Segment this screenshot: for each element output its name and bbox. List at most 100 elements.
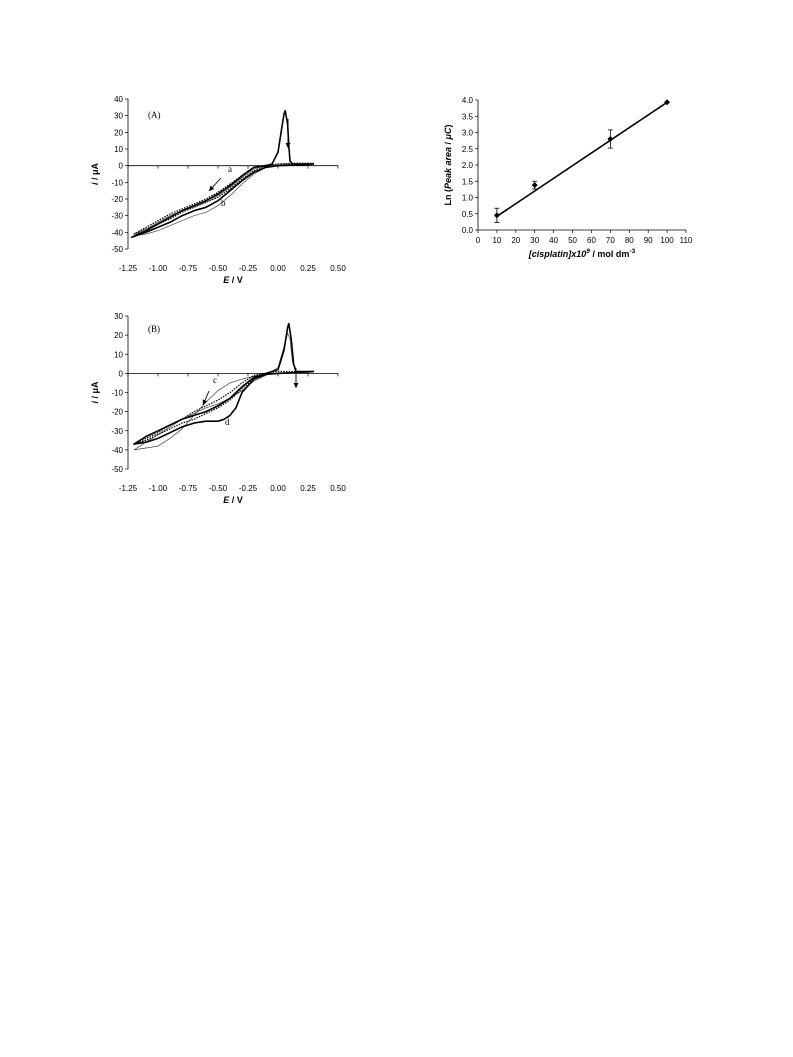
- data-point: [493, 212, 500, 219]
- x-tick-label: 0.50: [330, 484, 346, 493]
- x-axis-label-exp: 9: [586, 248, 590, 255]
- y-axis-label: i / μA: [90, 162, 100, 185]
- y-tick-label: -20: [111, 195, 123, 204]
- x-tick-label: 0.00: [270, 484, 286, 493]
- y-tick-label: 10: [114, 350, 123, 359]
- y-axis-label-pre: Ln (: [443, 189, 453, 206]
- y-axis-label: Ln (Peak area / μC): [443, 125, 453, 206]
- x-tick-label: -1.25: [119, 264, 138, 273]
- x-tick-label: 30: [530, 236, 539, 245]
- y-tick-label: -40: [111, 228, 123, 237]
- y-tick-label: -20: [111, 408, 123, 417]
- x-tick-label: -1.00: [149, 484, 168, 493]
- y-tick-label: 0: [119, 162, 124, 171]
- x-axis-label-var: E: [223, 275, 230, 285]
- y-tick-label: 20: [114, 128, 123, 137]
- x-tick-label: 50: [568, 236, 577, 245]
- x-tick-label: -0.25: [239, 484, 258, 493]
- x-tick-label: 90: [644, 236, 653, 245]
- x-tick-label: 100: [660, 236, 674, 245]
- x-tick-label: 0.25: [300, 484, 316, 493]
- x-tick-label: -0.50: [209, 484, 228, 493]
- y-tick-label: 40: [114, 95, 123, 104]
- x-axis-label-unit: / V: [229, 275, 243, 285]
- cv-plot-b: 30 20 10 0 -10 -20 -30 -40 -50 -1.25 -1.00 -0.75 -0.…: [90, 312, 346, 505]
- panel-label: (B): [148, 324, 160, 334]
- y-tick-label: 0.0: [462, 226, 474, 235]
- x-axis-label: [cisplatin]x109 / mol dm-3: [528, 248, 636, 259]
- x-tick-label: 0.25: [300, 264, 316, 273]
- y-tick-label: 30: [114, 112, 123, 121]
- x-tick-label: -1.25: [119, 484, 138, 493]
- cv-curve-series-2: [133, 370, 315, 445]
- y-tick-label: 30: [114, 312, 123, 321]
- x-axis-label: E / V: [223, 275, 243, 285]
- y-axis-label-unit: / μA: [90, 381, 100, 401]
- y-tick-label: 0.5: [462, 210, 474, 219]
- x-axis-label-unit: / mol dm: [590, 249, 630, 259]
- cv-curve-series-3: [130, 109, 315, 239]
- x-axis-label: E / V: [223, 495, 243, 505]
- y-tick-label: 20: [114, 331, 123, 340]
- y-tick-label: -10: [111, 178, 123, 187]
- panel-label: (A): [148, 110, 161, 120]
- calibration-plot: 4.0 3.5 3.0 2.5 2.0 1.5 1.0 0.5 0.00 10 20 30 40 50 60…: [443, 96, 693, 259]
- y-tick-label: -10: [111, 389, 123, 398]
- x-tick-label: 0: [476, 236, 481, 245]
- scan-direction-arrow-left-head: [202, 399, 208, 405]
- data-point: [607, 136, 614, 142]
- x-tick-label: 0.50: [330, 264, 346, 273]
- x-axis-label-var: [cisplatin]x10: [528, 249, 587, 259]
- x-tick-label: 10: [492, 236, 501, 245]
- x-tick-label: -0.75: [179, 484, 198, 493]
- y-tick-label: 1.5: [462, 177, 474, 186]
- curve-label-c: c: [213, 375, 217, 385]
- y-axis-label: i / μA: [90, 381, 100, 404]
- x-tick-label: 80: [625, 236, 634, 245]
- y-tick-label: -30: [111, 427, 123, 436]
- x-axis-label-unit: / V: [229, 495, 243, 505]
- y-tick-label: 10: [114, 145, 123, 154]
- scan-direction-arrow-right-head: [285, 143, 291, 148]
- cv-curve-c: [133, 332, 315, 451]
- x-tick-label: 110: [680, 236, 693, 245]
- y-axis-label-post: ): [443, 125, 453, 128]
- x-axis-label-var: E: [223, 495, 230, 505]
- scan-direction-arrow-left-head: [209, 185, 215, 191]
- y-tick-label: 4.0: [462, 96, 474, 105]
- y-tick-label: 1.0: [462, 194, 474, 203]
- curve-label-b: b: [221, 198, 226, 208]
- x-axis-label-unit-exp: -3: [629, 248, 635, 255]
- cv-curve-d: [133, 322, 315, 445]
- scan-direction-arrow-right-head: [293, 383, 299, 388]
- x-tick-label: -0.25: [239, 264, 258, 273]
- x-tick-label: 70: [606, 236, 615, 245]
- y-axis-label-var: Peak area: [443, 147, 453, 189]
- x-tick-label: -1.00: [149, 264, 168, 273]
- y-axis-label-unit: / μA: [90, 162, 100, 182]
- data-point: [531, 182, 538, 189]
- y-tick-label: -40: [111, 446, 123, 455]
- y-tick-label: 3.5: [462, 112, 474, 121]
- x-tick-label: 0.00: [270, 264, 286, 273]
- y-tick-label: -50: [111, 245, 123, 254]
- cv-plot-a: 40 30 20 10 0 -10 -20 -30 -40 -50 -1.25 -1.00 -0.75 -…: [90, 95, 346, 285]
- x-tick-label: -0.50: [209, 264, 228, 273]
- y-axis-label-var2: μC: [443, 127, 453, 140]
- y-tick-label: 2.0: [462, 161, 474, 170]
- x-tick-label: 40: [549, 236, 558, 245]
- y-tick-label: 0: [119, 369, 124, 378]
- x-tick-label: 20: [511, 236, 520, 245]
- y-tick-label: 3.0: [462, 129, 474, 138]
- x-tick-label: -0.75: [179, 264, 198, 273]
- data-point: [664, 99, 671, 106]
- y-tick-label: 2.5: [462, 145, 474, 154]
- y-axis-label-var: i: [90, 182, 100, 185]
- y-tick-label: -30: [111, 212, 123, 221]
- fit-line: [496, 101, 668, 218]
- y-axis-label-var: i: [90, 401, 100, 404]
- x-tick-label: 60: [587, 236, 596, 245]
- curve-label-a: a: [228, 164, 232, 174]
- y-axis-label-mid: /: [443, 139, 453, 147]
